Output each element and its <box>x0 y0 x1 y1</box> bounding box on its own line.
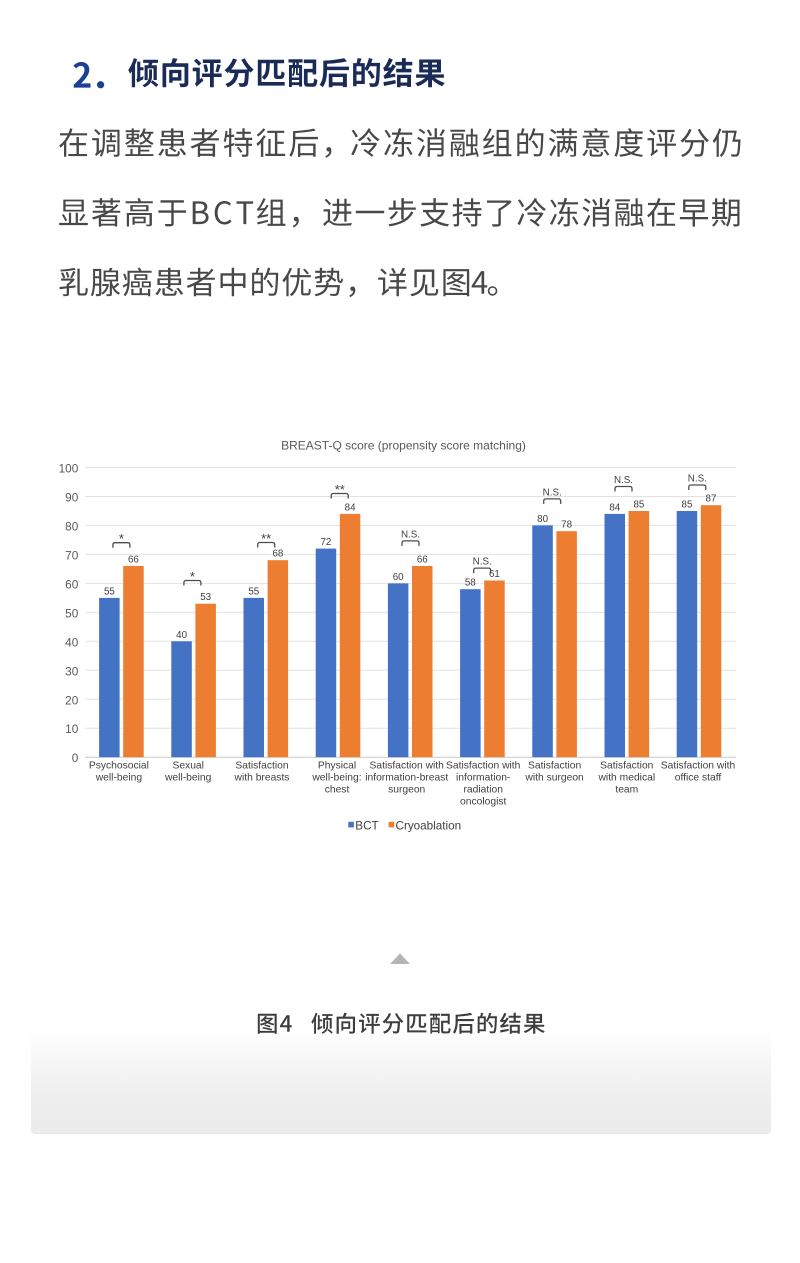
svg-text:Sexual: Sexual <box>172 761 203 772</box>
svg-text:*: * <box>190 569 195 584</box>
svg-text:Satisfaction with: Satisfaction with <box>661 761 736 772</box>
svg-text:84: 84 <box>609 502 620 513</box>
svg-text:90: 90 <box>65 491 79 505</box>
svg-text:30: 30 <box>65 664 79 678</box>
svg-text:10: 10 <box>65 722 79 736</box>
svg-text:team: team <box>615 785 638 796</box>
svg-text:chest: chest <box>325 785 350 796</box>
svg-text:well-being: well-being <box>95 773 143 784</box>
svg-text:84: 84 <box>345 502 356 513</box>
svg-text:55: 55 <box>104 586 115 597</box>
svg-text:87: 87 <box>706 494 717 505</box>
svg-text:55: 55 <box>248 586 259 597</box>
svg-text:information-breast: information-breast <box>365 773 448 784</box>
svg-text:*: * <box>119 531 124 546</box>
svg-text:Satisfaction: Satisfaction <box>528 761 582 772</box>
svg-text:Satisfaction: Satisfaction <box>235 761 289 772</box>
svg-text:20: 20 <box>65 693 79 707</box>
svg-text:Satisfaction: Satisfaction <box>600 761 654 772</box>
svg-text:80: 80 <box>537 514 548 525</box>
svg-text:radiation: radiation <box>463 785 503 796</box>
svg-text:72: 72 <box>320 537 331 548</box>
svg-text:80: 80 <box>65 519 79 533</box>
svg-text:with surgeon: with surgeon <box>524 773 584 784</box>
svg-text:40: 40 <box>65 635 79 649</box>
svg-text:N.S.: N.S. <box>688 474 707 485</box>
svg-text:70: 70 <box>65 548 79 562</box>
svg-text:58: 58 <box>465 578 476 589</box>
svg-text:N.S.: N.S. <box>614 475 633 486</box>
svg-text:50: 50 <box>65 606 79 620</box>
svg-text:85: 85 <box>682 500 693 511</box>
svg-text:Satisfaction with: Satisfaction with <box>369 761 444 772</box>
svg-text:Satisfaction with: Satisfaction with <box>446 761 521 772</box>
svg-text:0: 0 <box>72 751 79 765</box>
svg-text:100: 100 <box>59 462 79 476</box>
svg-text:information-: information- <box>456 773 510 784</box>
svg-text:BCT: BCT <box>355 820 378 833</box>
svg-text:office staff: office staff <box>675 773 722 784</box>
svg-text:**: ** <box>335 482 345 497</box>
svg-text:53: 53 <box>200 592 211 603</box>
svg-text:with breasts: with breasts <box>234 773 290 784</box>
svg-text:85: 85 <box>633 500 644 511</box>
svg-text:surgeon: surgeon <box>388 785 425 796</box>
svg-text:well-being: well-being <box>164 773 212 784</box>
svg-text:Physical: Physical <box>318 761 356 772</box>
svg-text:66: 66 <box>128 555 139 566</box>
svg-text:N.S.: N.S. <box>473 557 492 568</box>
svg-text:well-being:: well-being: <box>311 773 361 784</box>
svg-text:60: 60 <box>65 577 79 591</box>
svg-text:Cryoablation: Cryoablation <box>396 820 462 833</box>
svg-text:61: 61 <box>489 569 500 580</box>
svg-text:oncologist: oncologist <box>460 797 507 808</box>
svg-text:60: 60 <box>393 572 404 583</box>
svg-text:66: 66 <box>417 555 428 566</box>
svg-text:**: ** <box>261 531 271 546</box>
svg-text:68: 68 <box>272 549 283 560</box>
svg-text:Psychosocial: Psychosocial <box>89 761 149 772</box>
svg-text:N.S.: N.S. <box>401 530 420 541</box>
svg-text:BREAST-Q score (propensity sco: BREAST-Q score (propensity score matchin… <box>281 439 526 453</box>
svg-text:N.S.: N.S. <box>543 488 562 499</box>
svg-text:40: 40 <box>176 630 187 641</box>
svg-text:78: 78 <box>561 520 572 531</box>
svg-text:with medical: with medical <box>597 773 655 784</box>
